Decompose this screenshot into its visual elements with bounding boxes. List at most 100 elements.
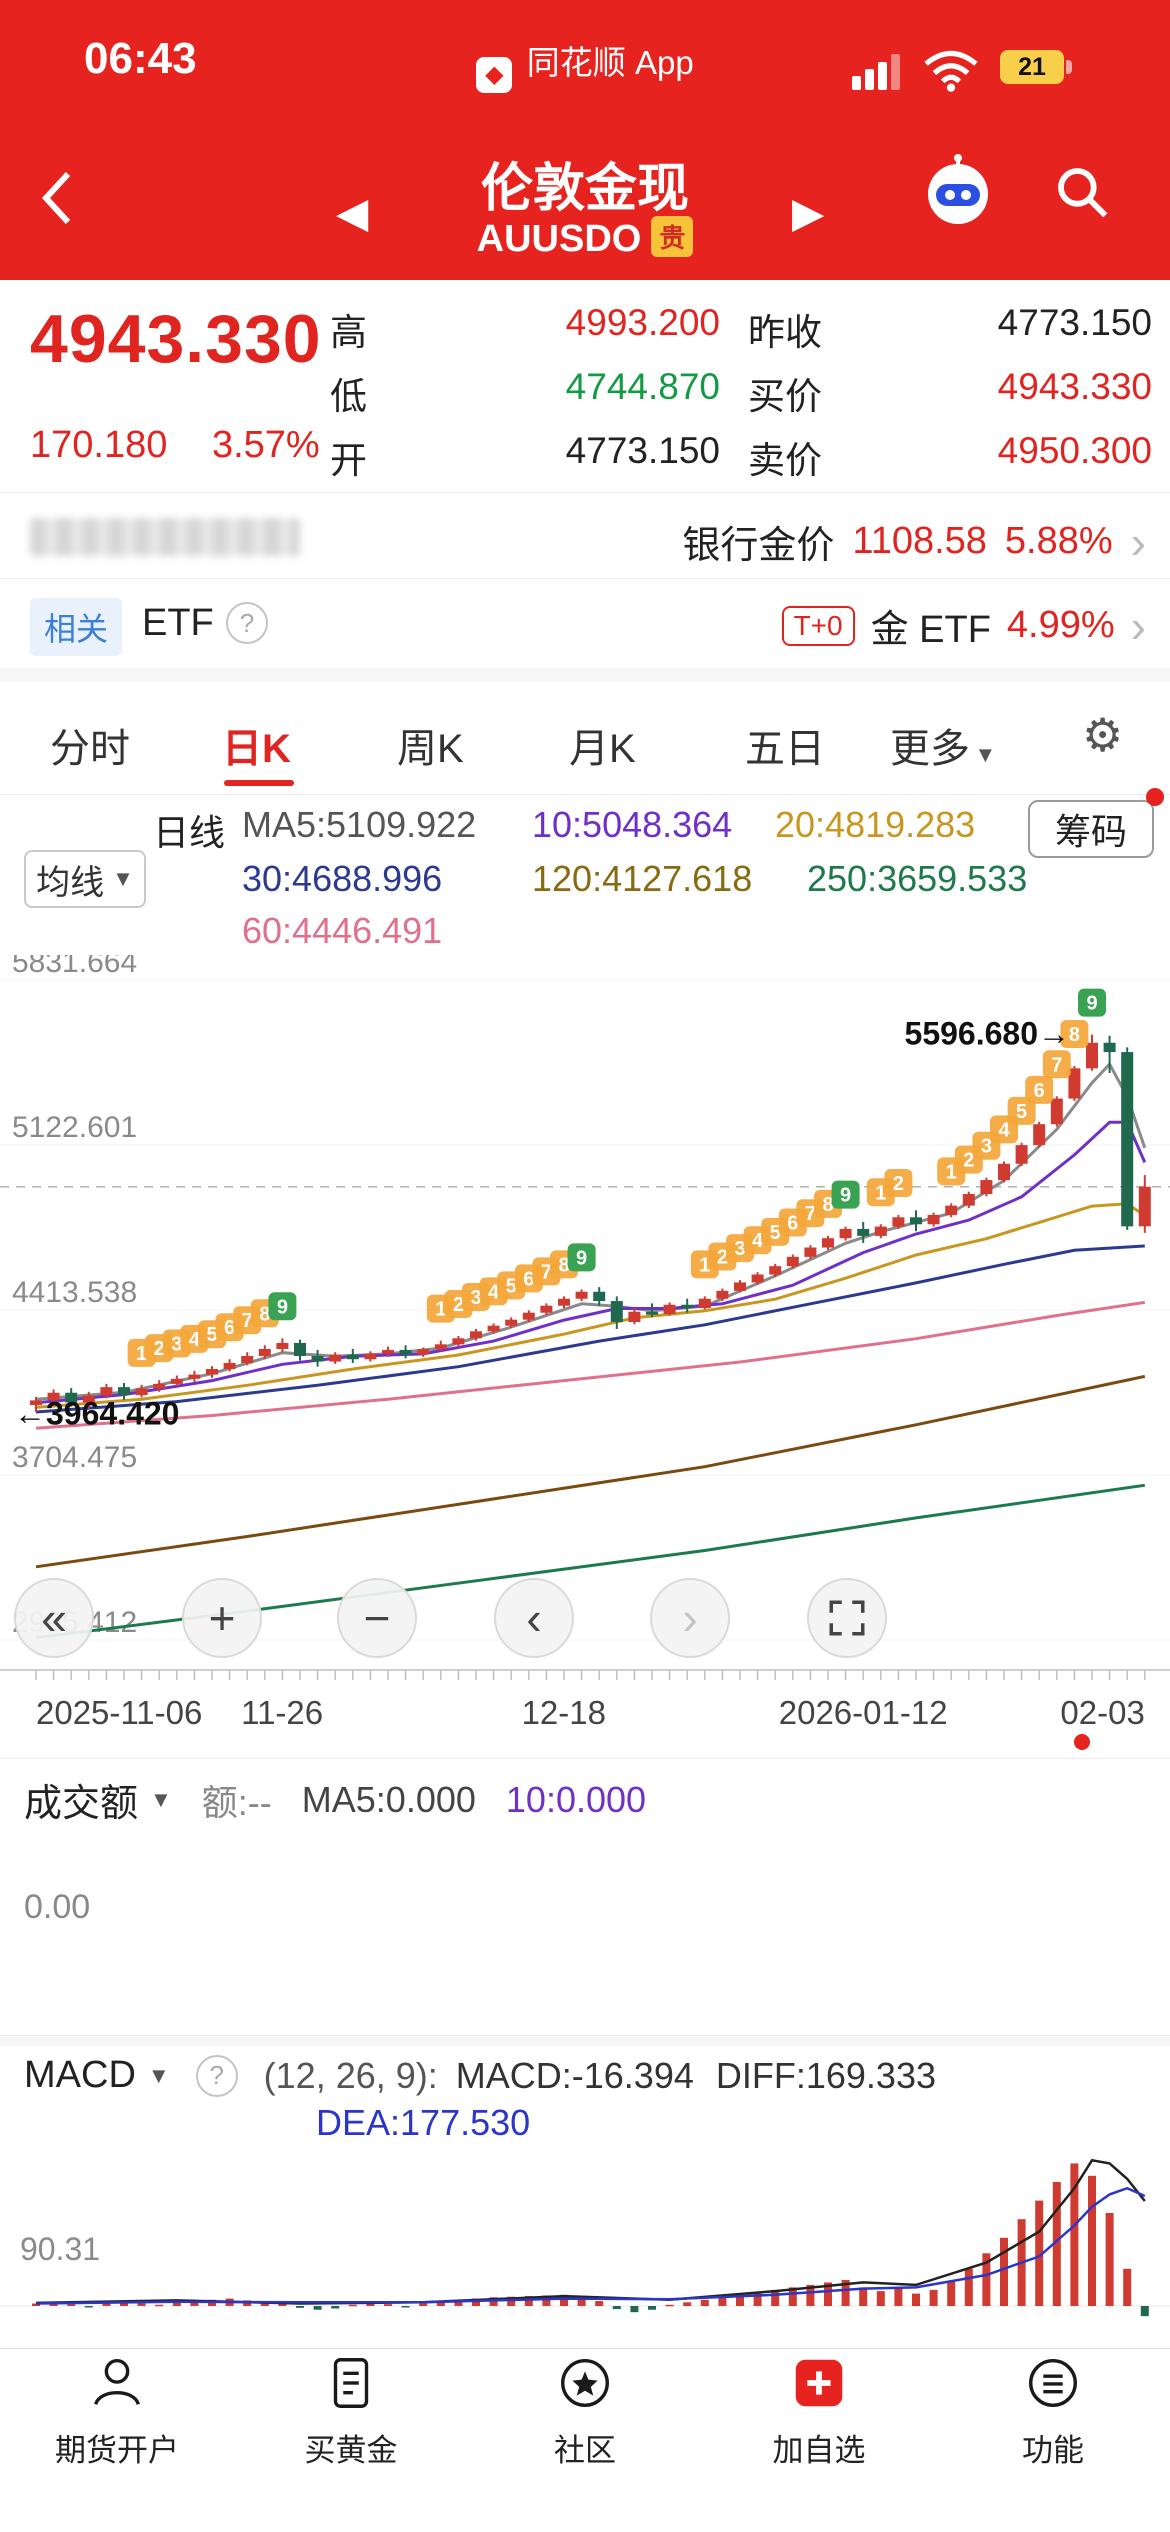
instrument-code-row: AUUSDO 贵 — [0, 216, 1170, 261]
back-icon[interactable] — [34, 166, 82, 230]
svg-text:9: 9 — [840, 1185, 851, 1207]
svg-text:4: 4 — [998, 1119, 1010, 1141]
prev-close-value: 4773.150 — [997, 302, 1152, 343]
search-icon[interactable] — [1054, 164, 1110, 220]
last-price: 4943.330 — [30, 301, 322, 377]
chevron-down-icon[interactable]: ▼ — [147, 2062, 170, 2088]
svg-text:1: 1 — [875, 1182, 886, 1204]
bank-gold-price: 1108.58 — [852, 520, 987, 562]
chevron-right-icon: › — [1130, 515, 1146, 568]
svg-text:5122.601: 5122.601 — [12, 1111, 137, 1144]
candles — [30, 1034, 1151, 1413]
next-instrument-arrow[interactable]: ▶ — [792, 189, 825, 236]
bank-gold-row[interactable]: 银行金价 1108.58 5.88% › — [0, 514, 1146, 569]
svg-text:8: 8 — [1069, 1024, 1080, 1046]
ma-line-MA120 — [35, 1374, 1146, 1569]
svg-text:6: 6 — [1034, 1080, 1045, 1102]
ma-line-MA60 — [35, 1300, 1146, 1430]
zoom-out-button[interactable]: − — [337, 1578, 417, 1658]
wifi-icon — [924, 50, 978, 92]
svg-text:9: 9 — [1086, 993, 1097, 1015]
diff_line — [35, 2158, 1146, 2305]
ma-settings-button[interactable]: 均线 ▼ — [24, 850, 146, 908]
ma-period: 日线 — [153, 812, 226, 853]
svg-text:1: 1 — [699, 1254, 710, 1276]
svg-text:6: 6 — [787, 1213, 798, 1235]
open-label: 开 — [330, 440, 367, 481]
help-icon[interactable]: ? — [195, 2054, 238, 2097]
svg-text:5831.664: 5831.664 — [12, 955, 137, 979]
svg-text:2: 2 — [453, 1294, 464, 1316]
svg-text:5: 5 — [506, 1275, 517, 1297]
zoom-in-button[interactable]: + — [182, 1578, 262, 1658]
ma250-value: 250:3659.533 — [807, 858, 1028, 899]
candlestick-chart[interactable]: 5831.6645122.6014413.5383704.4752995.412… — [0, 955, 1170, 1665]
tab-five-day[interactable]: 五日 — [745, 727, 825, 771]
fullscreen-button[interactable] — [807, 1578, 887, 1658]
svg-text:12-18: 12-18 — [522, 1694, 606, 1731]
chip-distribution-button[interactable]: 筹码 — [1028, 800, 1154, 858]
bid-label: 买价 — [748, 376, 822, 417]
svg-text:3: 3 — [171, 1334, 182, 1356]
chevron-down-icon[interactable]: ▼ — [150, 1786, 172, 1812]
person-icon — [94, 2359, 140, 2406]
active-tab-underline — [224, 780, 294, 786]
help-icon[interactable]: ? — [226, 602, 268, 644]
instrument-code: AUUSDO — [476, 218, 642, 260]
svg-text:9: 9 — [277, 1296, 288, 1318]
svg-text:7: 7 — [541, 1261, 552, 1283]
etf-quote-row[interactable]: T+0 金 ETF 4.99% › — [0, 598, 1146, 653]
svg-text:2: 2 — [893, 1173, 904, 1195]
vip-badge: 贵 — [651, 216, 694, 257]
top-red-background — [0, 0, 1170, 280]
add-plus-icon — [795, 2359, 843, 2407]
nav-buy-gold[interactable]: 买黄金 — [251, 2352, 451, 2470]
nav-futures-account[interactable]: 期货开户 — [17, 2352, 217, 2470]
pan-right-button-disabled[interactable]: › — [650, 1578, 730, 1658]
section-gap — [0, 2036, 1170, 2046]
ma-line-MA10 — [35, 1120, 1147, 1405]
svg-text:4: 4 — [488, 1281, 500, 1303]
svg-text:11-26: 11-26 — [241, 1694, 323, 1731]
tab-weekly-k[interactable]: 周K — [397, 727, 464, 771]
divider — [0, 2035, 1170, 2036]
divider — [0, 492, 1170, 493]
prev-instrument-arrow[interactable]: ◀ — [336, 189, 369, 236]
nav-functions[interactable]: 功能 — [953, 2352, 1153, 2470]
svg-text:4: 4 — [752, 1230, 764, 1252]
bank-gold-label: 银行金价 — [682, 525, 835, 567]
svg-text:7: 7 — [1051, 1054, 1062, 1076]
price-change-row: 170.180 3.57% — [30, 424, 320, 467]
svg-text:5: 5 — [1016, 1101, 1027, 1123]
ma60-value: 60:4446.491 — [242, 910, 443, 951]
pan-left-button[interactable]: ‹ — [494, 1578, 574, 1658]
volume-ma10: 10:0.000 — [505, 1778, 647, 1820]
etf-name: 金 ETF — [870, 609, 991, 651]
volume-title[interactable]: 成交额 — [24, 1783, 139, 1825]
related-tag: 相关 — [30, 598, 123, 656]
macd-chart[interactable]: 90.31 — [0, 2148, 1170, 2335]
chart-settings-gear-icon[interactable]: ⚙ — [1082, 709, 1124, 761]
nav-community[interactable]: 社区 — [485, 2352, 685, 2470]
volume-ma5: MA5:0.000 — [301, 1778, 476, 1820]
status-app-name: 同花顺 App — [526, 44, 694, 81]
nav-add-watchlist[interactable]: 加自选 — [719, 2352, 919, 2470]
bank-gold-pct: 5.88% — [1004, 520, 1113, 562]
svg-text:1: 1 — [136, 1343, 147, 1365]
tab-more[interactable]: 更多 ▼ — [890, 727, 997, 771]
tab-daily-k[interactable]: 日K — [222, 727, 291, 771]
volume-header: 成交额 ▼ 额:-- MA5:0.000 10:0.000 — [24, 1772, 646, 1827]
tab-timeline[interactable]: 分时 — [50, 727, 130, 771]
battery-cap — [1066, 60, 1072, 74]
svg-text:02-03: 02-03 — [1060, 1694, 1144, 1731]
svg-text:6: 6 — [523, 1268, 534, 1290]
macd-params: (12, 26, 9): — [263, 2054, 438, 2096]
tab-monthly-k[interactable]: 月K — [569, 727, 636, 771]
divider — [0, 1758, 1170, 1759]
collapse-left-button[interactable]: « — [14, 1578, 94, 1658]
assistant-robot-icon[interactable] — [920, 154, 996, 230]
signal-bars-icon — [852, 54, 900, 90]
fullscreen-icon — [829, 1600, 865, 1636]
macd-title[interactable]: MACD — [24, 2054, 136, 2096]
